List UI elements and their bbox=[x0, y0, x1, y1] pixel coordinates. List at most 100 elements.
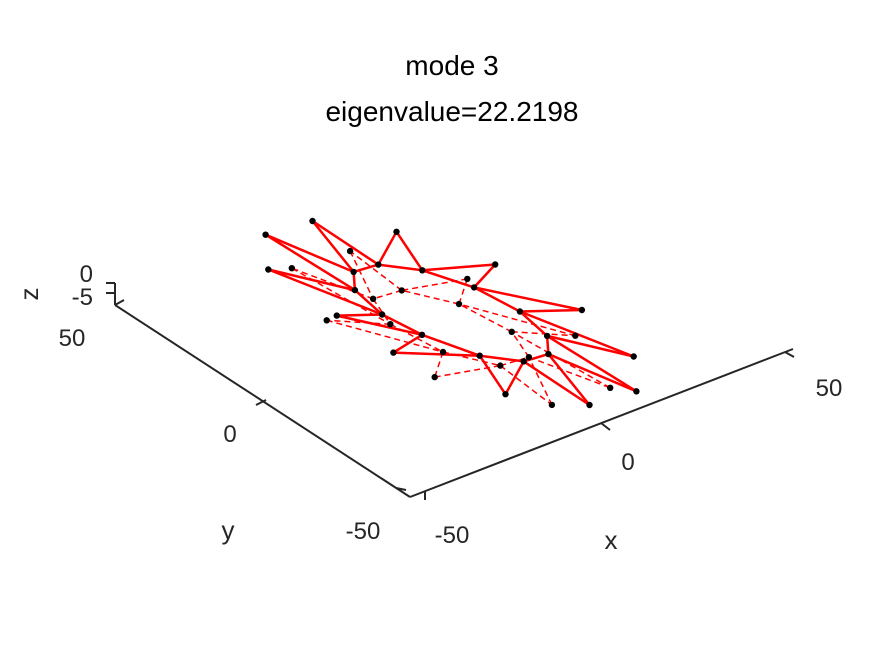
node-point bbox=[508, 328, 515, 335]
deformed-member-line bbox=[268, 268, 356, 292]
node-point bbox=[497, 362, 504, 369]
deformed-member-line bbox=[547, 352, 637, 393]
deformed-member-line bbox=[267, 268, 383, 316]
undeformed-member-line bbox=[458, 303, 513, 333]
undeformed-member-line bbox=[372, 289, 402, 300]
node-point bbox=[545, 350, 552, 358]
node-point bbox=[520, 358, 527, 365]
node-point bbox=[455, 300, 463, 308]
node-point bbox=[265, 266, 272, 273]
node-point bbox=[369, 295, 377, 302]
undeformed-member-line bbox=[326, 319, 444, 353]
undeformed-member-line bbox=[401, 289, 460, 305]
x-tick-label: 50 bbox=[816, 375, 843, 402]
node-point bbox=[470, 284, 478, 291]
chart-subtitle: eigenvalue=22.2198 bbox=[325, 96, 578, 127]
node-point bbox=[350, 268, 357, 276]
deformed-member-line bbox=[422, 263, 496, 272]
deformed-member-line bbox=[378, 263, 423, 272]
undeformed-member-line bbox=[528, 356, 553, 406]
x-tick-label: -50 bbox=[435, 522, 470, 549]
deformed-member-line bbox=[393, 351, 480, 357]
node-point bbox=[516, 308, 524, 315]
undeformed-member-line bbox=[528, 356, 611, 389]
deformed-member-line bbox=[395, 231, 424, 271]
node-point bbox=[572, 332, 579, 339]
deformed-member-line bbox=[519, 310, 548, 337]
z-axis-label: z bbox=[14, 288, 44, 301]
x-axis-label: x bbox=[605, 525, 618, 555]
node-point bbox=[476, 352, 483, 359]
undeformed-member-line bbox=[511, 331, 611, 389]
deformed-member-line bbox=[478, 355, 507, 395]
x-tick-mark bbox=[600, 422, 611, 431]
y-tick-mark bbox=[114, 299, 125, 306]
deformed-member-line bbox=[473, 263, 497, 289]
node-point bbox=[502, 391, 509, 398]
node-point bbox=[578, 306, 586, 314]
x-tick-label: 0 bbox=[621, 449, 634, 476]
deformed-member-line bbox=[547, 353, 591, 406]
chart-title: mode 3 bbox=[405, 50, 498, 81]
undeformed-member-line bbox=[349, 250, 374, 300]
y-tick-label: 50 bbox=[59, 325, 86, 352]
deformed-member-line bbox=[421, 269, 475, 289]
node-point bbox=[288, 265, 295, 272]
deformed-member-line bbox=[353, 263, 379, 274]
node-point bbox=[309, 217, 316, 225]
node-point bbox=[464, 275, 471, 283]
deformed-member-line bbox=[473, 286, 583, 312]
node-point bbox=[543, 332, 551, 340]
node-point bbox=[323, 317, 330, 324]
node-point bbox=[419, 267, 426, 274]
y-tick-mark bbox=[395, 487, 407, 491]
node-point bbox=[548, 401, 556, 409]
plot-area bbox=[262, 217, 640, 409]
undeformed-member-line bbox=[499, 365, 553, 406]
node-point bbox=[333, 312, 340, 319]
undeformed-member-line bbox=[326, 319, 391, 325]
undeformed-member-line bbox=[433, 351, 444, 378]
deformed-member-line bbox=[421, 333, 481, 357]
undeformed-member-line bbox=[349, 250, 403, 291]
deformed-member-line bbox=[392, 333, 423, 354]
node-point bbox=[586, 401, 593, 409]
node-point bbox=[393, 228, 400, 235]
node-point bbox=[378, 311, 386, 318]
deformed-member-line bbox=[265, 233, 355, 274]
node-point bbox=[346, 247, 354, 255]
node-point bbox=[398, 287, 405, 294]
y-tick-label: 0 bbox=[223, 421, 236, 448]
node-point bbox=[439, 348, 447, 356]
node-point bbox=[431, 373, 438, 381]
undeformed-member-line bbox=[434, 364, 501, 378]
deformed-member-line bbox=[311, 220, 355, 273]
undeformed-member-line bbox=[458, 278, 469, 305]
node-point bbox=[418, 331, 426, 338]
y-axis-label: y bbox=[222, 515, 235, 545]
node-point bbox=[630, 353, 637, 360]
x-tick-mark bbox=[784, 351, 795, 358]
deformed-member-line bbox=[546, 334, 638, 393]
deformed-member-line bbox=[311, 219, 379, 266]
undeformed-member-line bbox=[458, 303, 576, 337]
deformed-member-line bbox=[546, 334, 634, 358]
node-point bbox=[390, 349, 397, 356]
node-point bbox=[262, 231, 269, 238]
node-point bbox=[387, 321, 394, 328]
deformed-member-line bbox=[377, 231, 398, 266]
deformed-member-line bbox=[264, 233, 356, 292]
node-point bbox=[633, 388, 640, 395]
node-point bbox=[525, 354, 533, 361]
node-point bbox=[375, 261, 382, 268]
deformed-member-line bbox=[336, 313, 383, 317]
deformed-member-line bbox=[523, 360, 591, 407]
deformed-member-line bbox=[381, 313, 423, 336]
deformed-member-line bbox=[479, 354, 524, 363]
y-tick-mark bbox=[255, 399, 267, 406]
z-tick-label: 0 bbox=[80, 261, 93, 288]
z-tick-label: -5 bbox=[72, 284, 93, 311]
undeformed-member-line bbox=[511, 331, 530, 358]
node-point bbox=[492, 261, 499, 268]
